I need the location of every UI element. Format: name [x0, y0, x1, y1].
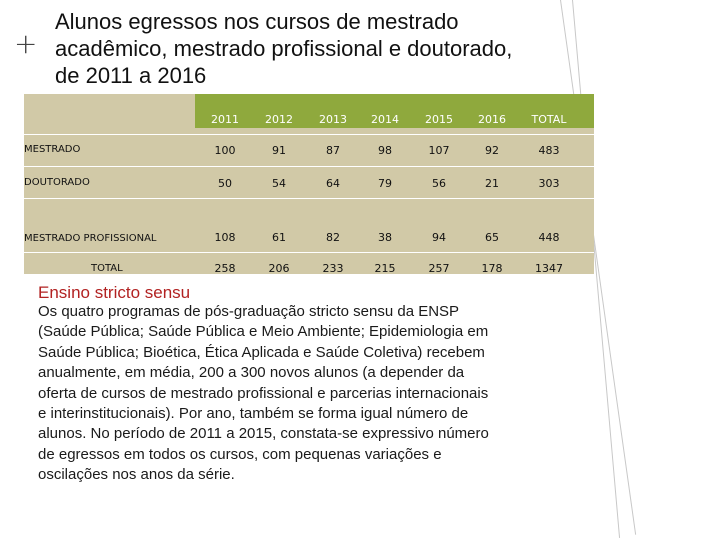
table-cell: 50 — [218, 177, 232, 190]
table-cell: 94 — [432, 231, 446, 244]
paragraph-line: Os quatro programas de pós-graduação str… — [38, 303, 460, 320]
paragraph-line: e interinstitucionais). Por ano, também … — [38, 405, 469, 423]
table-cell: 483 — [538, 144, 560, 157]
column-header: 2016 — [478, 113, 506, 126]
paragraph-line: oferta de cursos de mestrado profissiona… — [38, 384, 489, 402]
table-cell: 233 — [322, 262, 344, 275]
table-cell: 56 — [432, 177, 446, 190]
column-header: 2012 — [265, 113, 293, 126]
table-cell: 38 — [378, 231, 392, 244]
table-cell: 98 — [378, 144, 392, 157]
column-header: 2011 — [211, 113, 239, 126]
row-separator — [24, 134, 594, 135]
paragraph-line: anualmente, em média, 200 a 300 novos al… — [38, 364, 465, 382]
table-cell: 64 — [326, 177, 340, 190]
table-cell: 107 — [428, 144, 450, 157]
column-header: 2013 — [319, 113, 347, 126]
table-cell: 21 — [485, 177, 499, 190]
paragraph-line: (Saúde Pública; Saúde Pública e Meio Amb… — [38, 323, 489, 341]
paragraph-line: de egressos em todos os cursos, com pequ… — [38, 445, 442, 463]
table-cell: 1347 — [535, 262, 563, 275]
table-cell: 91 — [272, 144, 286, 157]
slide-title: Alunos egressos nos cursos de mestrado a… — [55, 8, 575, 89]
title-line: acadêmico, mestrado profissional e douto… — [55, 36, 513, 61]
table-cell: 448 — [538, 231, 560, 244]
table-cell: 82 — [326, 231, 340, 244]
table-cell: 108 — [214, 231, 236, 244]
paragraph-line: alunos. No período de 2011 a 2015, const… — [38, 425, 489, 443]
row-separator — [24, 198, 594, 199]
table-cell: 215 — [374, 262, 396, 275]
table-cell: 79 — [378, 177, 392, 190]
row-label: TOTAL — [91, 263, 123, 274]
table-cell: 258 — [214, 262, 236, 275]
table-cell: 178 — [481, 262, 503, 275]
table-header-bar — [195, 94, 594, 128]
table-cell: 61 — [272, 231, 286, 244]
column-header: TOTAL — [531, 113, 567, 126]
row-label: MESTRADO PROFISSIONAL — [24, 233, 157, 244]
table-cell: 100 — [214, 144, 236, 157]
column-header: 2014 — [371, 113, 399, 126]
section-paragraph: Os quatro programas de pós-graduação str… — [38, 302, 586, 486]
plus-icon: + — [14, 27, 38, 60]
row-separator — [24, 252, 594, 253]
row-label: MESTRADO — [24, 144, 81, 155]
data-table: 2011 2012 2013 2014 2015 2016 TOTAL MEST… — [24, 94, 594, 275]
table-cell: 87 — [326, 144, 340, 157]
table-cell: 303 — [538, 177, 560, 190]
table-cell: 257 — [428, 262, 450, 275]
table-cell: 92 — [485, 144, 499, 157]
section-heading: Ensino stricto sensu — [38, 283, 191, 302]
paragraph-line: oscilações nos anos da série. — [38, 466, 235, 484]
row-separator — [24, 166, 594, 167]
title-line: de 2011 a 2016 — [55, 63, 207, 88]
table-cell: 65 — [485, 231, 499, 244]
table-cell: 54 — [272, 177, 286, 190]
paragraph-line: Saúde Pública; Bioética, Ética Aplicada … — [38, 343, 485, 361]
row-label: DOUTORADO — [24, 177, 90, 188]
table-cell: 206 — [268, 262, 290, 275]
column-header: 2015 — [425, 113, 453, 126]
title-line: Alunos egressos nos cursos de mestrado — [55, 9, 459, 34]
